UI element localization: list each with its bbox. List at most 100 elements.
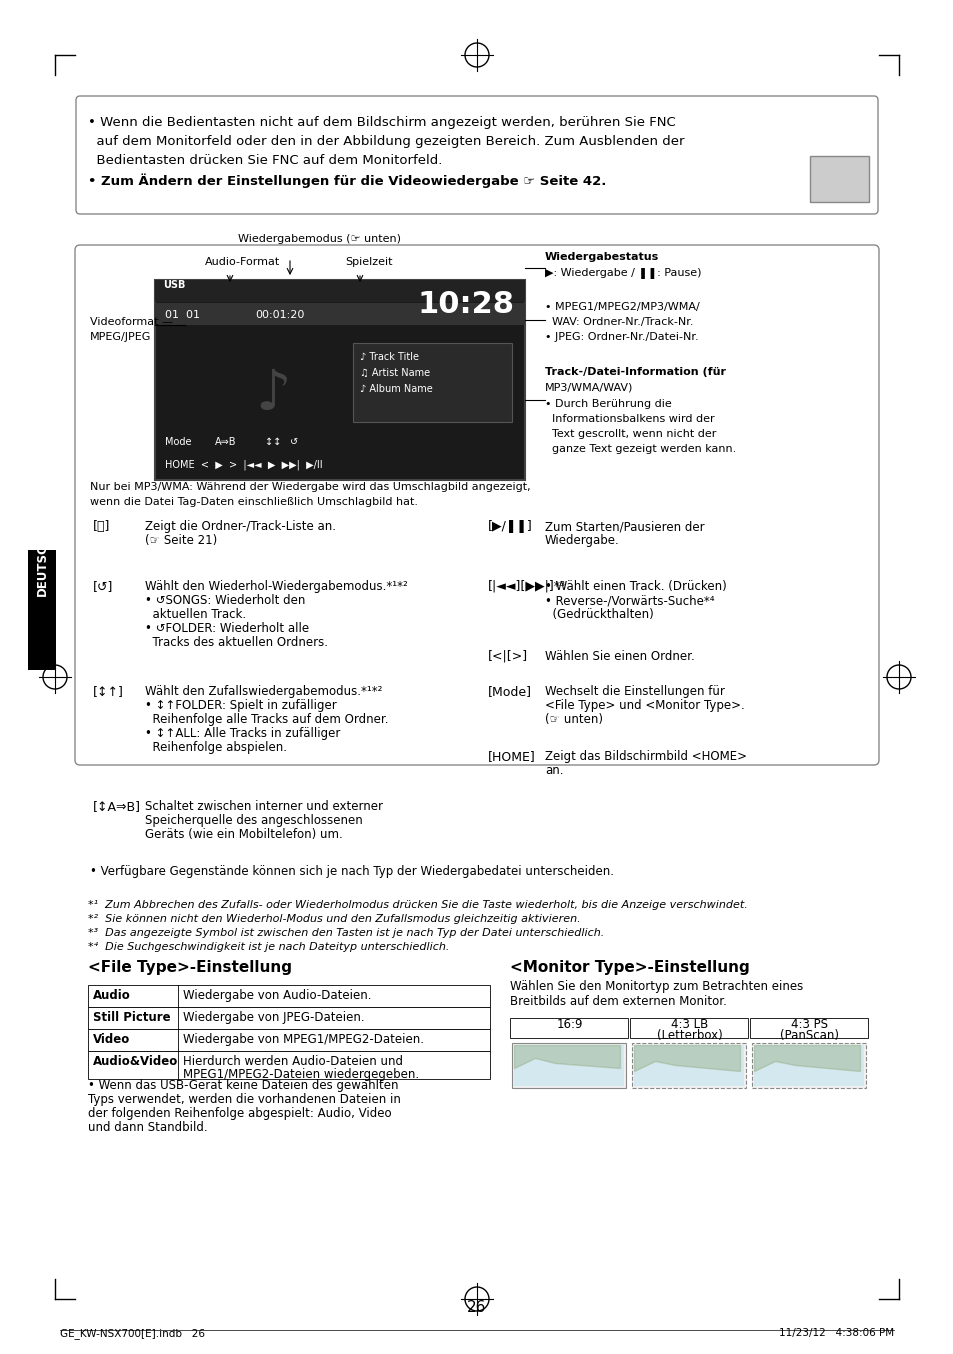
- Text: • ↺FOLDER: Wiederholt alle: • ↺FOLDER: Wiederholt alle: [145, 621, 309, 635]
- Text: Wiedergabe von Audio-Dateien.: Wiedergabe von Audio-Dateien.: [183, 988, 371, 1002]
- Text: ↺: ↺: [290, 437, 297, 447]
- Text: • Wählt einen Track. (Drücken): • Wählt einen Track. (Drücken): [544, 580, 726, 593]
- Text: Video: Video: [92, 1033, 131, 1047]
- Text: Wählen Sie einen Ordner.: Wählen Sie einen Ordner.: [544, 650, 694, 663]
- FancyBboxPatch shape: [512, 1043, 625, 1089]
- Text: Schaltet zwischen interner und externer: Schaltet zwischen interner und externer: [145, 800, 382, 812]
- Text: Breitbilds auf dem externen Monitor.: Breitbilds auf dem externen Monitor.: [510, 995, 726, 1007]
- FancyBboxPatch shape: [751, 1043, 865, 1089]
- Text: wenn die Datei Tag-Daten einschließlich Umschlagbild hat.: wenn die Datei Tag-Daten einschließlich …: [90, 497, 417, 506]
- Text: 26: 26: [467, 1300, 486, 1315]
- Text: ♪: ♪: [254, 368, 290, 422]
- Text: [↺]: [↺]: [92, 580, 113, 593]
- FancyBboxPatch shape: [88, 984, 490, 1007]
- Text: Speicherquelle des angeschlossenen: Speicherquelle des angeschlossenen: [145, 814, 362, 827]
- Text: Geräts (wie ein Mobiltelefon) um.: Geräts (wie ein Mobiltelefon) um.: [145, 829, 342, 841]
- Text: *⁴  Die Suchgeschwindigkeit ist je nach Dateityp unterschiedlich.: *⁴ Die Suchgeschwindigkeit ist je nach D…: [88, 942, 449, 952]
- Text: • Wenn die Bedientasten nicht auf dem Bildschirm angezeigt werden, berühren Sie : • Wenn die Bedientasten nicht auf dem Bi…: [88, 116, 675, 129]
- Text: 16:9: 16:9: [557, 1018, 582, 1030]
- Text: ganze Text gezeigt werden kann.: ganze Text gezeigt werden kann.: [544, 444, 736, 454]
- Text: Reihenfolge abspielen.: Reihenfolge abspielen.: [145, 741, 287, 754]
- FancyBboxPatch shape: [88, 1007, 490, 1029]
- Text: ♪ Track Title: ♪ Track Title: [359, 352, 418, 362]
- Text: [Mode]: [Mode]: [488, 685, 532, 699]
- Text: • ↕↑ALL: Alle Tracks in zufälliger: • ↕↑ALL: Alle Tracks in zufälliger: [145, 727, 340, 741]
- Text: WAV: Ordner-Nr./Track-Nr.: WAV: Ordner-Nr./Track-Nr.: [544, 317, 693, 328]
- Text: Text gescrollt, wenn nicht der: Text gescrollt, wenn nicht der: [544, 429, 716, 439]
- Text: *¹  Zum Abbrechen des Zufalls- oder Wiederholmodus drücken Sie die Taste wiederh: *¹ Zum Abbrechen des Zufalls- oder Wiede…: [88, 900, 747, 910]
- Text: (☞ unten): (☞ unten): [544, 714, 602, 726]
- Text: Informationsbalkens wird der: Informationsbalkens wird der: [544, 414, 714, 424]
- FancyBboxPatch shape: [154, 280, 524, 481]
- FancyBboxPatch shape: [749, 1018, 867, 1039]
- Text: (☞ Seite 21): (☞ Seite 21): [145, 533, 217, 547]
- Text: [HOME]: [HOME]: [488, 750, 536, 764]
- Text: Audio-Format: Audio-Format: [205, 257, 280, 267]
- Text: Still Picture: Still Picture: [92, 1011, 171, 1024]
- Text: • Wenn das USB-Gerät keine Dateien des gewählten: • Wenn das USB-Gerät keine Dateien des g…: [88, 1079, 398, 1091]
- Text: 4:3 LB: 4:3 LB: [671, 1018, 708, 1030]
- Text: ▶: Wiedergabe / ❚❚: Pause): ▶: Wiedergabe / ❚❚: Pause): [544, 268, 700, 279]
- Text: aktuellen Track.: aktuellen Track.: [145, 608, 246, 621]
- Text: [|◄◄][▶▶|]*³: [|◄◄][▶▶|]*³: [488, 580, 565, 593]
- Text: [▶/❚❚]: [▶/❚❚]: [488, 520, 532, 533]
- Text: Wiedergabe.: Wiedergabe.: [544, 533, 619, 547]
- Text: • ↺SONGS: Wiederholt den: • ↺SONGS: Wiederholt den: [145, 594, 305, 607]
- FancyBboxPatch shape: [510, 1018, 627, 1039]
- Text: auf dem Monitorfeld oder den in der Abbildung gezeigten Bereich. Zum Ausblenden : auf dem Monitorfeld oder den in der Abbi…: [88, 135, 684, 148]
- Text: MPEG1/MPEG2-Dateien wiedergegeben.: MPEG1/MPEG2-Dateien wiedergegeben.: [183, 1068, 418, 1080]
- Text: Reihenfolge alle Tracks auf dem Ordner.: Reihenfolge alle Tracks auf dem Ordner.: [145, 714, 388, 726]
- Text: • ↕↑FOLDER: Spielt in zufälliger: • ↕↑FOLDER: Spielt in zufälliger: [145, 699, 336, 712]
- FancyBboxPatch shape: [88, 1029, 490, 1051]
- Text: (Gedrückthalten): (Gedrückthalten): [544, 608, 653, 621]
- Text: 10:28: 10:28: [417, 290, 515, 320]
- Text: (PanScan): (PanScan): [780, 1029, 839, 1043]
- Text: [↕↑]: [↕↑]: [92, 685, 124, 699]
- Text: Wählt den Zufallswiedergabemodus.*¹*²: Wählt den Zufallswiedergabemodus.*¹*²: [145, 685, 382, 699]
- FancyBboxPatch shape: [76, 96, 877, 214]
- Text: DEUTSCH: DEUTSCH: [35, 533, 49, 596]
- FancyBboxPatch shape: [75, 245, 878, 765]
- Text: Spielzeit: Spielzeit: [345, 257, 392, 267]
- Text: • Durch Berührung die: • Durch Berührung die: [544, 399, 671, 409]
- Text: ♪ Album Name: ♪ Album Name: [359, 385, 433, 394]
- Text: Audio&Video: Audio&Video: [92, 1055, 178, 1068]
- Text: Track-/Datei-Information (für: Track-/Datei-Information (für: [544, 367, 725, 376]
- Text: Mode: Mode: [165, 437, 192, 447]
- Text: Zeigt die Ordner-/Track-Liste an.: Zeigt die Ordner-/Track-Liste an.: [145, 520, 335, 533]
- Text: Wiedergabestatus: Wiedergabestatus: [544, 252, 659, 263]
- Text: • JPEG: Ordner-Nr./Datei-Nr.: • JPEG: Ordner-Nr./Datei-Nr.: [544, 332, 698, 343]
- Text: • MPEG1/MPEG2/MP3/WMA/: • MPEG1/MPEG2/MP3/WMA/: [544, 302, 699, 311]
- Text: • Zum Ändern der Einstellungen für die Videowiedergabe ☞ Seite 42.: • Zum Ändern der Einstellungen für die V…: [88, 173, 606, 188]
- Text: MP3/WMA/WAV): MP3/WMA/WAV): [544, 382, 633, 393]
- Text: Zum Starten/Pausieren der: Zum Starten/Pausieren der: [544, 520, 704, 533]
- Text: ♫ Artist Name: ♫ Artist Name: [359, 368, 430, 378]
- Text: Videoformat —: Videoformat —: [90, 317, 172, 328]
- Text: 00:01:20: 00:01:20: [254, 310, 304, 320]
- Text: ↕↕: ↕↕: [265, 437, 281, 447]
- FancyBboxPatch shape: [753, 1045, 863, 1086]
- Text: der folgenden Reihenfolge abgespielt: Audio, Video: der folgenden Reihenfolge abgespielt: Au…: [88, 1108, 392, 1120]
- Text: Wählen Sie den Monitortyp zum Betrachten eines: Wählen Sie den Monitortyp zum Betrachten…: [510, 980, 802, 992]
- Text: 4:3 PS: 4:3 PS: [791, 1018, 827, 1030]
- Text: Wählt den Wiederhol-Wiedergabemodus.*¹*²: Wählt den Wiederhol-Wiedergabemodus.*¹*²: [145, 580, 407, 593]
- Text: Wiedergabe von JPEG-Dateien.: Wiedergabe von JPEG-Dateien.: [183, 1011, 364, 1024]
- Text: <File Type>-Einstellung: <File Type>-Einstellung: [88, 960, 292, 975]
- Text: (Letterbox): (Letterbox): [657, 1029, 722, 1043]
- Text: *³  Das angezeigte Symbol ist zwischen den Tasten ist je nach Typ der Datei unte: *³ Das angezeigte Symbol ist zwischen de…: [88, 927, 603, 938]
- FancyBboxPatch shape: [514, 1045, 623, 1086]
- Text: <File Type> und <Monitor Type>.: <File Type> und <Monitor Type>.: [544, 699, 744, 712]
- FancyBboxPatch shape: [28, 550, 56, 670]
- Text: 01  01: 01 01: [165, 310, 200, 320]
- FancyBboxPatch shape: [629, 1018, 747, 1039]
- FancyBboxPatch shape: [634, 1045, 743, 1086]
- Text: HOME  <  ▶  >  |◄◄  ▶  ▶▶|  ▶/II: HOME < ▶ > |◄◄ ▶ ▶▶| ▶/II: [165, 460, 322, 470]
- Text: Typs verwendet, werden die vorhandenen Dateien in: Typs verwendet, werden die vorhandenen D…: [88, 1093, 400, 1106]
- Text: Zeigt das Bildschirmbild <HOME>: Zeigt das Bildschirmbild <HOME>: [544, 750, 746, 764]
- FancyBboxPatch shape: [631, 1043, 745, 1089]
- Text: USB: USB: [163, 280, 185, 290]
- Text: <Monitor Type>-Einstellung: <Monitor Type>-Einstellung: [510, 960, 749, 975]
- Text: A⇒B: A⇒B: [214, 437, 236, 447]
- FancyBboxPatch shape: [154, 303, 524, 325]
- FancyBboxPatch shape: [353, 343, 512, 422]
